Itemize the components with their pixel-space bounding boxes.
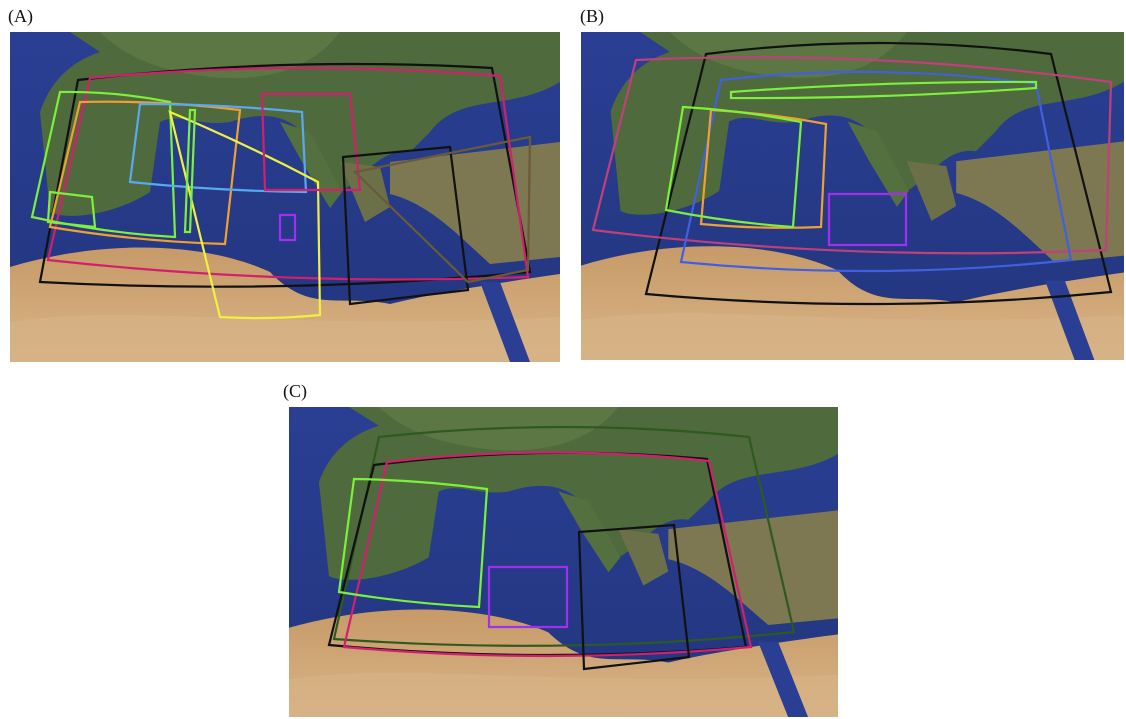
map-panel-b (581, 32, 1124, 360)
map-panel-a (10, 32, 560, 362)
panel-label: (C) (283, 381, 307, 402)
map-panel-c (289, 407, 838, 717)
panel-label: (B) (580, 6, 604, 27)
figure: (A) (B) (C) (() => { const data = JSON.p… (0, 0, 1126, 719)
panel-label: (A) (8, 6, 33, 27)
